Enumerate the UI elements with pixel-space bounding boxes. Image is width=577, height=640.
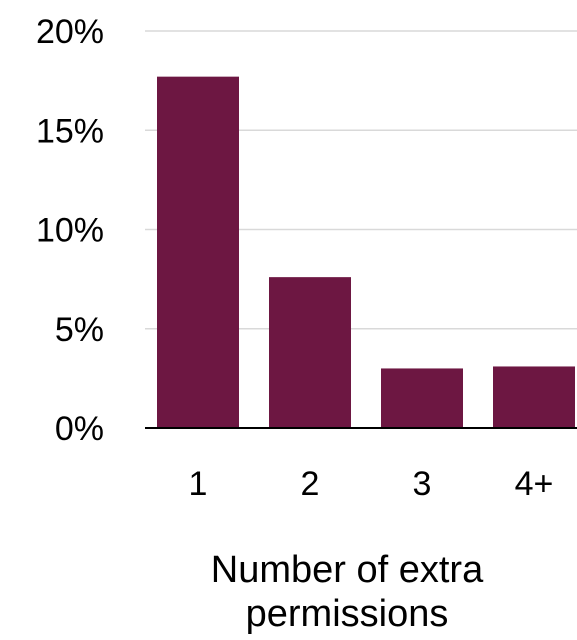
x-axis-title-line-2: permissions <box>246 593 449 635</box>
x-tick-label: 1 <box>189 465 208 503</box>
y-tick-label: 0% <box>55 410 104 448</box>
bar <box>493 366 575 428</box>
x-axis-tick-labels: 1 2 3 4+ <box>189 465 554 503</box>
y-tick-label: 15% <box>36 112 104 150</box>
x-tick-label: 2 <box>301 465 320 503</box>
x-axis-title-line-1: Number of extra <box>211 549 484 591</box>
x-tick-label: 4+ <box>515 465 554 503</box>
bar <box>157 76 239 428</box>
y-axis-tick-labels: 0% 5% 10% 15% 20% <box>36 13 104 448</box>
y-tick-label: 10% <box>36 212 104 250</box>
bars <box>157 76 575 428</box>
y-tick-label: 5% <box>55 311 104 349</box>
x-tick-label: 3 <box>413 465 432 503</box>
bar <box>381 368 463 428</box>
bar <box>269 277 351 428</box>
y-tick-label: 20% <box>36 13 104 51</box>
